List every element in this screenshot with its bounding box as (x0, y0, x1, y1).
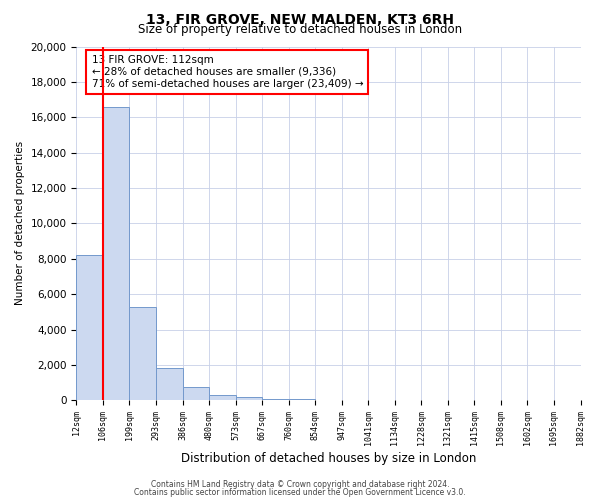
Bar (156, 368, 182, 400)
Text: Size of property relative to detached houses in London: Size of property relative to detached ho… (138, 22, 462, 36)
Bar (76, 256, 103, 400)
Bar (182, 387, 209, 400)
Bar (289, 399, 315, 400)
Text: Contains HM Land Registry data © Crown copyright and database right 2024.: Contains HM Land Registry data © Crown c… (151, 480, 449, 489)
Text: 13, FIR GROVE, NEW MALDEN, KT3 6RH: 13, FIR GROVE, NEW MALDEN, KT3 6RH (146, 12, 454, 26)
Bar (130, 306, 156, 400)
Bar (103, 106, 130, 401)
Text: Contains public sector information licensed under the Open Government Licence v3: Contains public sector information licen… (134, 488, 466, 497)
X-axis label: Distribution of detached houses by size in London: Distribution of detached houses by size … (181, 452, 476, 465)
Bar (236, 397, 262, 400)
Bar (262, 398, 289, 400)
Bar (209, 395, 236, 400)
Y-axis label: Number of detached properties: Number of detached properties (15, 142, 25, 306)
Text: 13 FIR GROVE: 112sqm
← 28% of detached houses are smaller (9,336)
71% of semi-de: 13 FIR GROVE: 112sqm ← 28% of detached h… (92, 56, 363, 88)
